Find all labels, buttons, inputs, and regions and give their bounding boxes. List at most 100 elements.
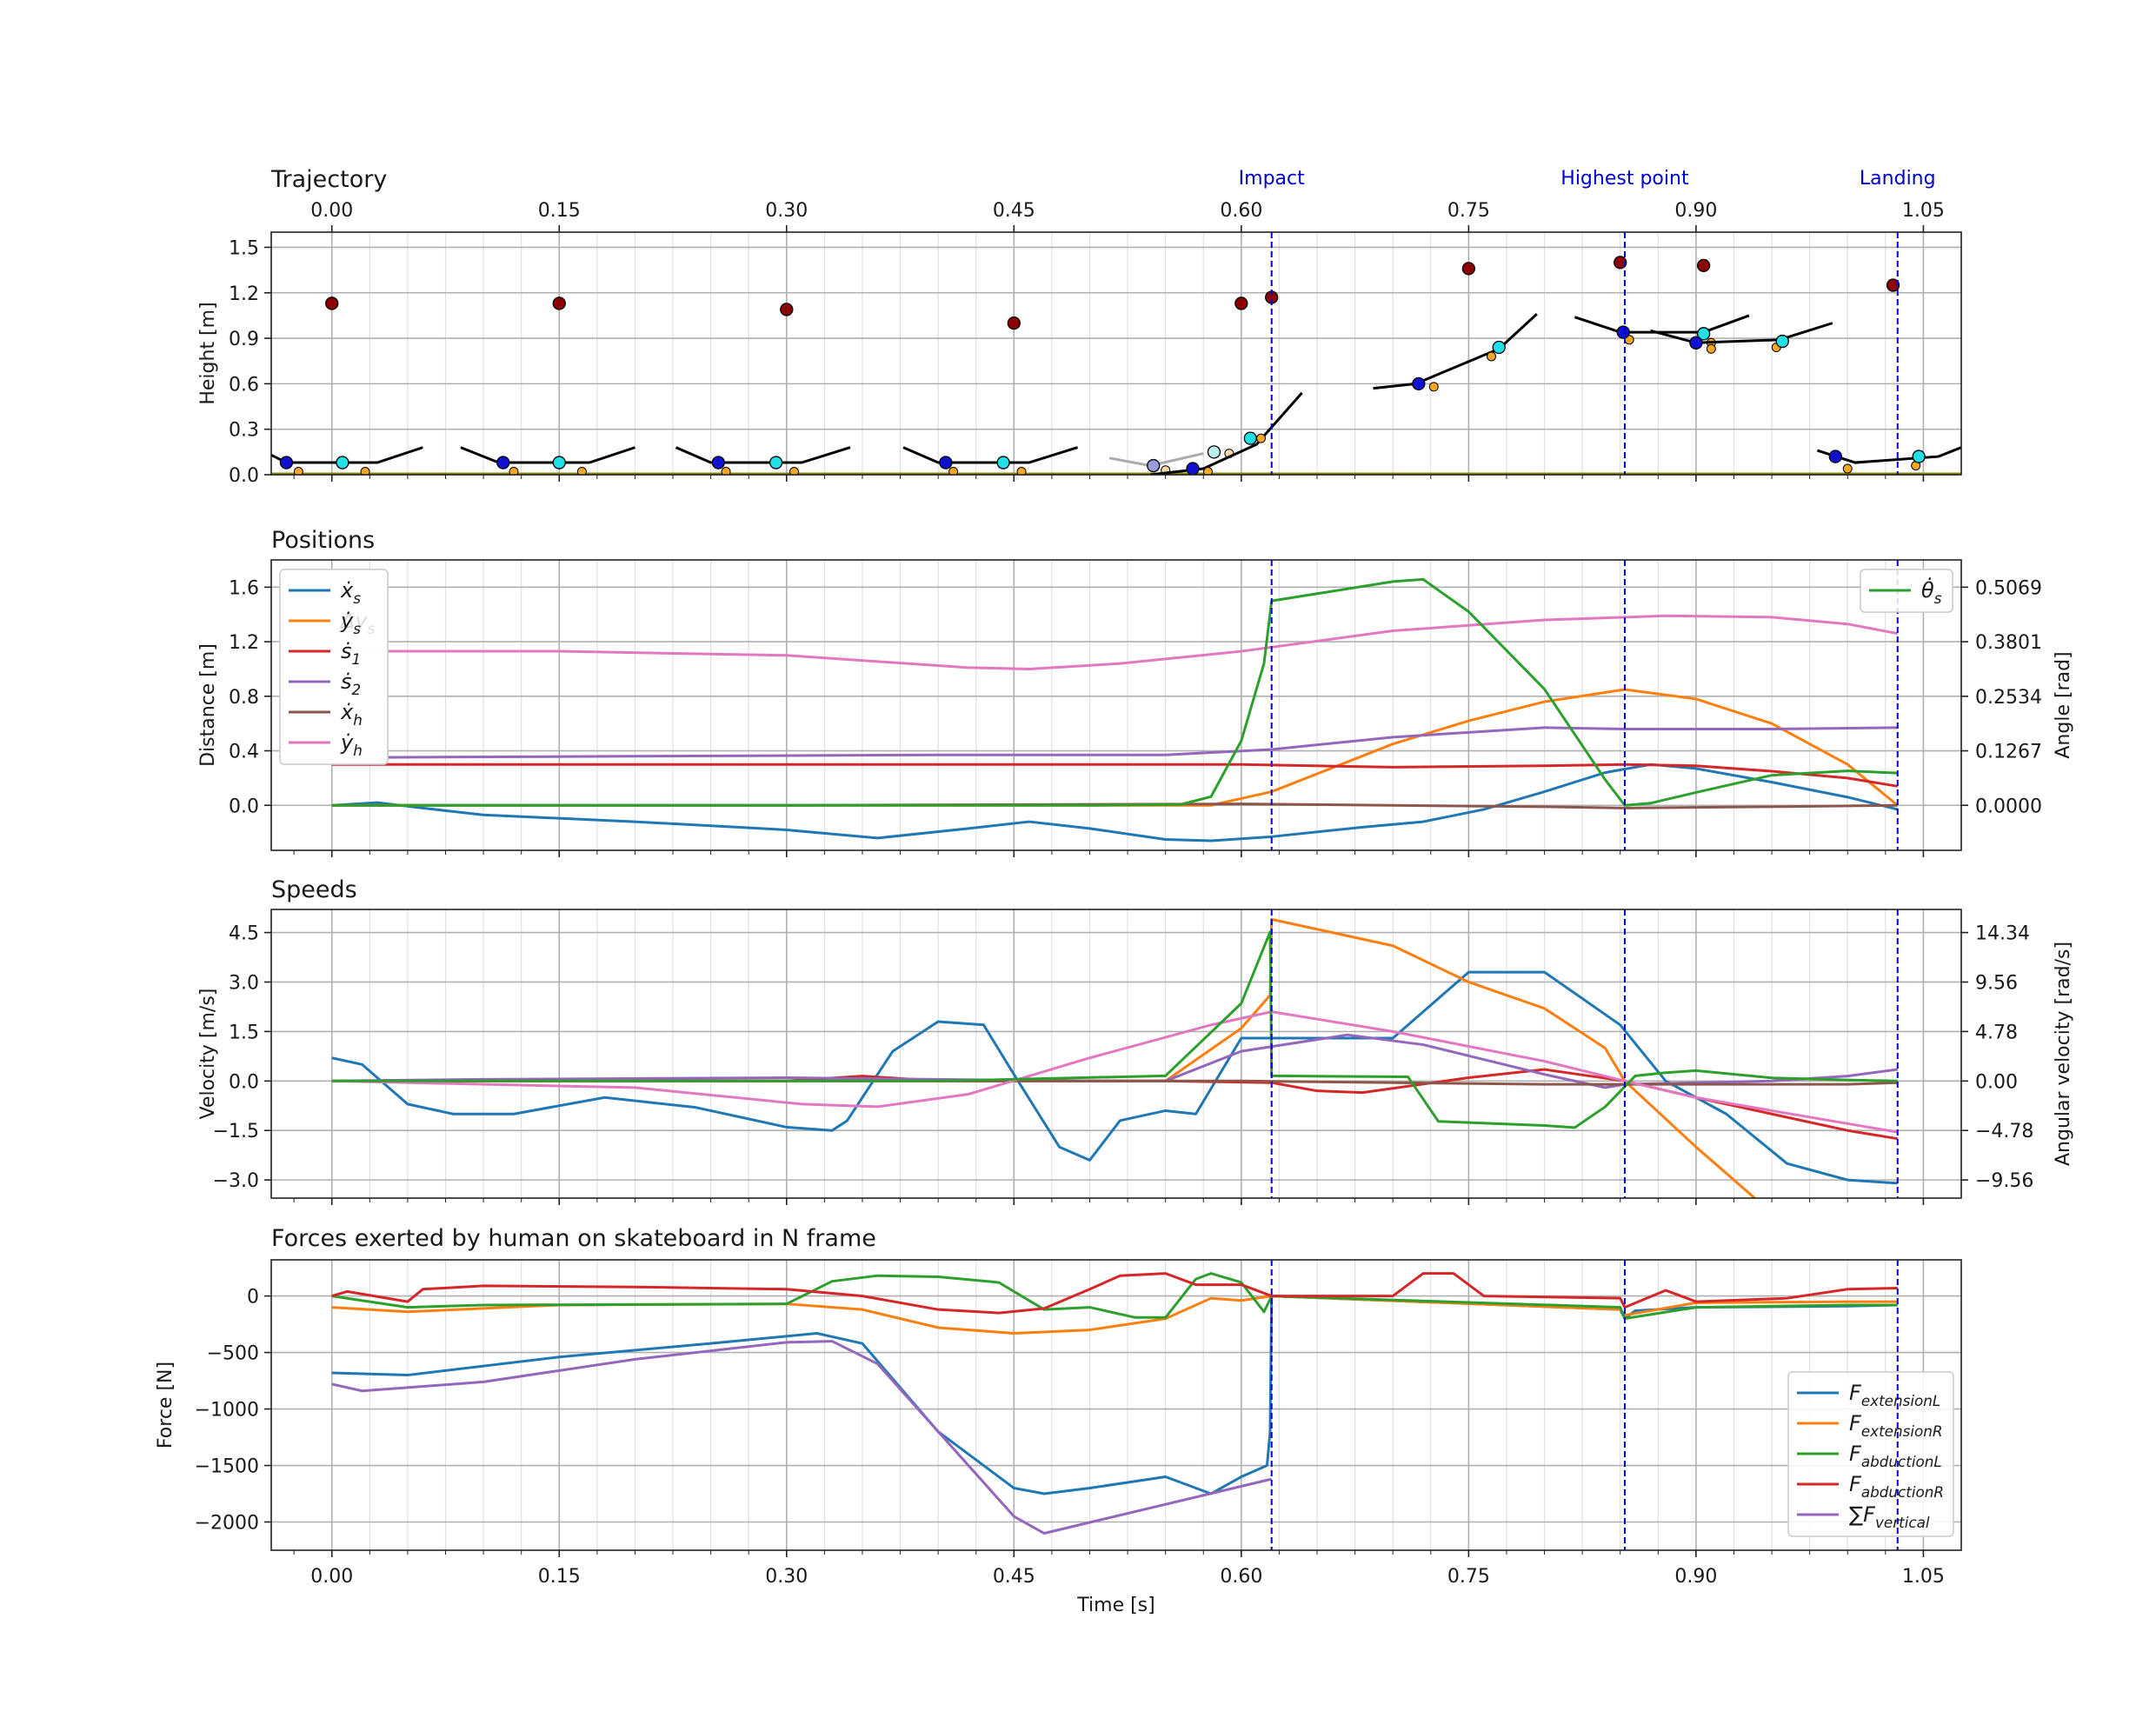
- wheel-marker: [576, 467, 587, 475]
- rear-foot-marker: [939, 456, 953, 470]
- top-tick-label: 0.00: [310, 200, 353, 222]
- legend-label: FabductionR: [1849, 1472, 1944, 1501]
- y-axis-label: Force [N]: [155, 1362, 176, 1449]
- legend-label: ṡ1: [341, 639, 361, 668]
- rear-foot-marker: [1186, 462, 1200, 475]
- front-foot-marker: [1912, 450, 1926, 463]
- front-foot-marker: [1775, 334, 1789, 349]
- trajectory-title: Trajectory: [270, 166, 387, 193]
- top-tick-label: 0.45: [993, 200, 1035, 222]
- plot-area: [331, 1272, 1898, 1535]
- y-tick-label: 0: [247, 1287, 259, 1309]
- series-line: [331, 1340, 1273, 1535]
- rear-foot-marker: [1828, 450, 1842, 463]
- speeds-title: Speeds: [271, 876, 357, 903]
- y-tick-label: 1.5: [229, 1022, 259, 1043]
- right-tick-label: −9.56: [1975, 1170, 2033, 1192]
- legend-label: ẋs: [340, 578, 361, 607]
- y-axis-label: Height [m]: [197, 302, 219, 404]
- head-marker: [1234, 296, 1248, 310]
- front-foot-marker: [996, 456, 1010, 470]
- series-line: [331, 1272, 1898, 1315]
- right-tick-label: −4.78: [1975, 1121, 2033, 1142]
- legend: FextensionLFextensionRFabductionLFabduct…: [1787, 1371, 1954, 1537]
- head-marker: [1886, 278, 1900, 292]
- top-tick-label: 0.90: [1674, 200, 1717, 222]
- axes-frame: [270, 559, 1962, 851]
- y-axis-label: Velocity [m/s]: [197, 989, 219, 1120]
- rear-foot-marker: [711, 456, 725, 470]
- wheel-marker: [1256, 433, 1267, 443]
- axes-frame: [270, 1259, 1962, 1551]
- event-label: Impact: [1239, 168, 1305, 190]
- x-tick-label: 0.00: [310, 1566, 353, 1588]
- plot-area: [331, 917, 1899, 1198]
- front-foot-marker: [1243, 431, 1257, 445]
- x-tick-label: 0.45: [993, 1566, 1035, 1588]
- series-line: [331, 688, 1899, 807]
- top-tick-label: 0.15: [538, 200, 581, 222]
- y-tick-label: −1500: [195, 1456, 259, 1478]
- wheel-marker: [1428, 382, 1439, 392]
- wheel-marker: [509, 467, 519, 475]
- legend-right: θ̇s: [1860, 569, 1953, 613]
- head-marker: [1007, 316, 1021, 330]
- y-tick-label: 1.6: [229, 577, 259, 599]
- panel-trajectory: Trajectory 0.0 0.3 0.6 0.9 1.2 1.5 Height [m] 0…: [197, 166, 1962, 487]
- legend-label: ẏs: [340, 609, 361, 637]
- rear-foot-marker: [1147, 458, 1161, 473]
- wheel-marker: [360, 467, 370, 475]
- series-line: [331, 763, 1899, 788]
- y-tick-label: 0.8: [229, 687, 259, 709]
- y-tick-label: 0.0: [229, 796, 259, 817]
- head-marker: [325, 296, 339, 310]
- front-foot-marker: [1207, 445, 1221, 459]
- series-line: [331, 1295, 1898, 1335]
- head-marker: [1696, 258, 1711, 273]
- board-line: [460, 446, 635, 464]
- y-tick-label: −500: [207, 1343, 259, 1365]
- legend-label: FextensionL: [1849, 1381, 1940, 1409]
- panel-forces: Forces exerted by human on skateboard in…: [155, 1225, 1962, 1588]
- series-line: [331, 930, 1898, 1129]
- y-tick-label: 1.2: [229, 632, 259, 654]
- legend-box: [1787, 1371, 1954, 1537]
- x-axis-label: Time [s]: [1076, 1595, 1155, 1616]
- series-line: [331, 614, 1899, 670]
- x-tick-label: 0.15: [538, 1566, 581, 1588]
- legend-label: ẋh: [340, 700, 363, 729]
- top-tick-label: 0.75: [1447, 200, 1490, 222]
- head-marker: [780, 303, 794, 316]
- series-line: [331, 1272, 1898, 1321]
- y-tick-label: 0.9: [229, 329, 259, 350]
- series-line: [331, 970, 1898, 1185]
- rear-foot-marker: [1412, 376, 1426, 391]
- y-tick-label: 0.0: [229, 1071, 259, 1093]
- head-marker: [552, 296, 566, 310]
- event-label: Highest point: [1560, 168, 1689, 190]
- rear-foot-marker: [1616, 325, 1630, 339]
- board-line: [1150, 391, 1303, 475]
- top-tick-label: 0.30: [765, 200, 808, 222]
- front-foot-marker: [769, 456, 783, 470]
- y-tick-label: −3.0: [213, 1170, 259, 1192]
- legend-box: [279, 569, 389, 765]
- right-tick-label: 14.34: [1975, 923, 2030, 945]
- y-tick-label: 0.0: [229, 465, 259, 487]
- x-tick-label: 1.05: [1902, 1566, 1945, 1588]
- wheel-marker: [1202, 467, 1213, 475]
- y-tick-label: 1.2: [229, 283, 259, 305]
- y-tick-label: 0.6: [229, 374, 259, 396]
- axes-frame: [270, 231, 1962, 476]
- right-tick-label: 9.56: [1975, 972, 2018, 994]
- legend-label: FextensionR: [1849, 1411, 1943, 1440]
- right-axis-label: Angular velocity [rad/s]: [2053, 942, 2074, 1166]
- series-line: [331, 917, 1757, 1198]
- panel-speeds: Speeds −3.0 −1.5 0.0 1.5 3.0 4.5 Velocity [m/s…: [197, 569, 2074, 1205]
- plot-area: [331, 577, 1899, 843]
- y-tick-label: 0.4: [229, 742, 259, 763]
- y-axis-label: Distance [m]: [197, 643, 219, 767]
- head-marker: [1614, 256, 1627, 270]
- x-tick-label: 0.75: [1447, 1566, 1490, 1588]
- wheel-marker: [1016, 467, 1027, 475]
